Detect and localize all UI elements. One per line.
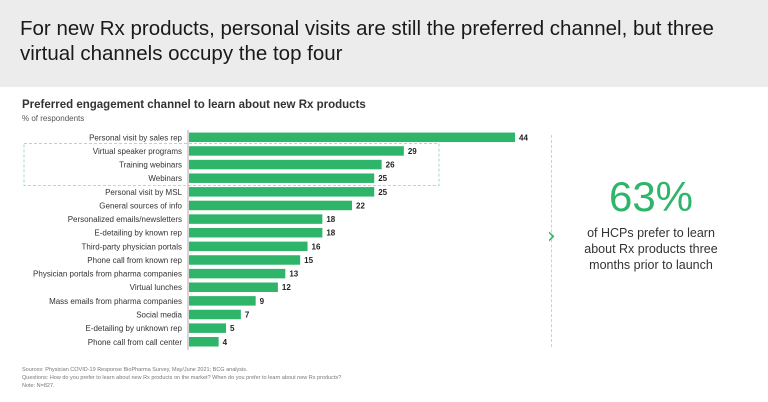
bar — [189, 323, 227, 333]
category-label: E-detailing by unknown rep — [85, 324, 182, 333]
chevron-right-icon: › — [547, 224, 556, 249]
value-label: 44 — [519, 133, 528, 142]
category-label: Third-party physician portals — [82, 242, 182, 251]
bar — [189, 159, 382, 170]
bar — [189, 296, 256, 306]
value-label: 25 — [378, 188, 387, 197]
bar — [189, 200, 352, 211]
bar — [189, 282, 278, 292]
chart-subtitle: % of respondents — [22, 114, 85, 123]
value-label: 26 — [386, 161, 395, 170]
bar — [189, 146, 404, 156]
category-label: E-detailing by known rep — [94, 229, 182, 238]
value-label: 16 — [312, 242, 321, 251]
bar — [189, 255, 301, 265]
bar-chart: Personal visit by sales rep 44 Virtual spe… — [23, 130, 528, 350]
bar — [189, 337, 219, 347]
value-label: 18 — [326, 215, 335, 224]
value-label: 13 — [289, 270, 298, 279]
category-label: Physician portals from pharma companies — [33, 270, 182, 279]
bar — [189, 309, 241, 320]
category-label: General sources of info — [99, 201, 182, 210]
category-label: Personalized emails/newsletters — [68, 215, 182, 224]
category-label: Virtual lunches — [130, 283, 182, 292]
chart-title: Preferred engagement channel to learn ab… — [22, 99, 366, 111]
category-label: Social media — [136, 311, 182, 320]
footnote-sources: Sources: Physician COVID-19 Response Bio… — [22, 367, 248, 373]
value-label: 4 — [223, 338, 228, 347]
footnote-questions: Questions: How do you prefer to learn ab… — [22, 375, 342, 381]
category-label: Virtual speaker programs — [93, 147, 182, 156]
highlight-box — [23, 143, 440, 186]
bar — [189, 214, 323, 224]
category-label: Webinars — [148, 174, 182, 183]
value-label: 5 — [230, 324, 235, 333]
category-label: Training webinars — [119, 161, 182, 170]
footnotes: Sources: Physician COVID-19 Response Bio… — [22, 366, 341, 390]
category-label: Phone call from known rep — [87, 256, 182, 265]
category-label: Personal visit by MSL — [105, 188, 182, 197]
value-label: 18 — [326, 229, 335, 238]
bar — [189, 187, 375, 197]
value-label: 29 — [408, 147, 417, 156]
value-label: 25 — [378, 174, 387, 183]
bar — [189, 241, 308, 252]
category-label: Mass emails from pharma companies — [49, 297, 182, 306]
category-label: Personal visit by sales rep — [89, 133, 182, 142]
page-title: For new Rx products, personal visits are… — [20, 17, 714, 65]
value-label: 7 — [245, 311, 250, 320]
section-divider — [551, 135, 552, 347]
value-label: 15 — [304, 256, 313, 265]
bar — [189, 227, 323, 238]
header-banner: For new Rx products, personal visits are… — [0, 0, 768, 87]
footnote-note: Note: N=827. — [22, 383, 55, 389]
value-label: 12 — [282, 283, 291, 292]
callout-value: 63% — [608, 173, 694, 220]
bar — [189, 173, 375, 183]
bar — [189, 268, 286, 279]
category-label: Phone call from call center — [88, 338, 183, 347]
value-label: 9 — [260, 297, 265, 306]
value-label: 22 — [356, 201, 365, 210]
bar — [189, 132, 515, 143]
callout-text: of HCPs prefer to learn about Rx product… — [584, 226, 718, 272]
